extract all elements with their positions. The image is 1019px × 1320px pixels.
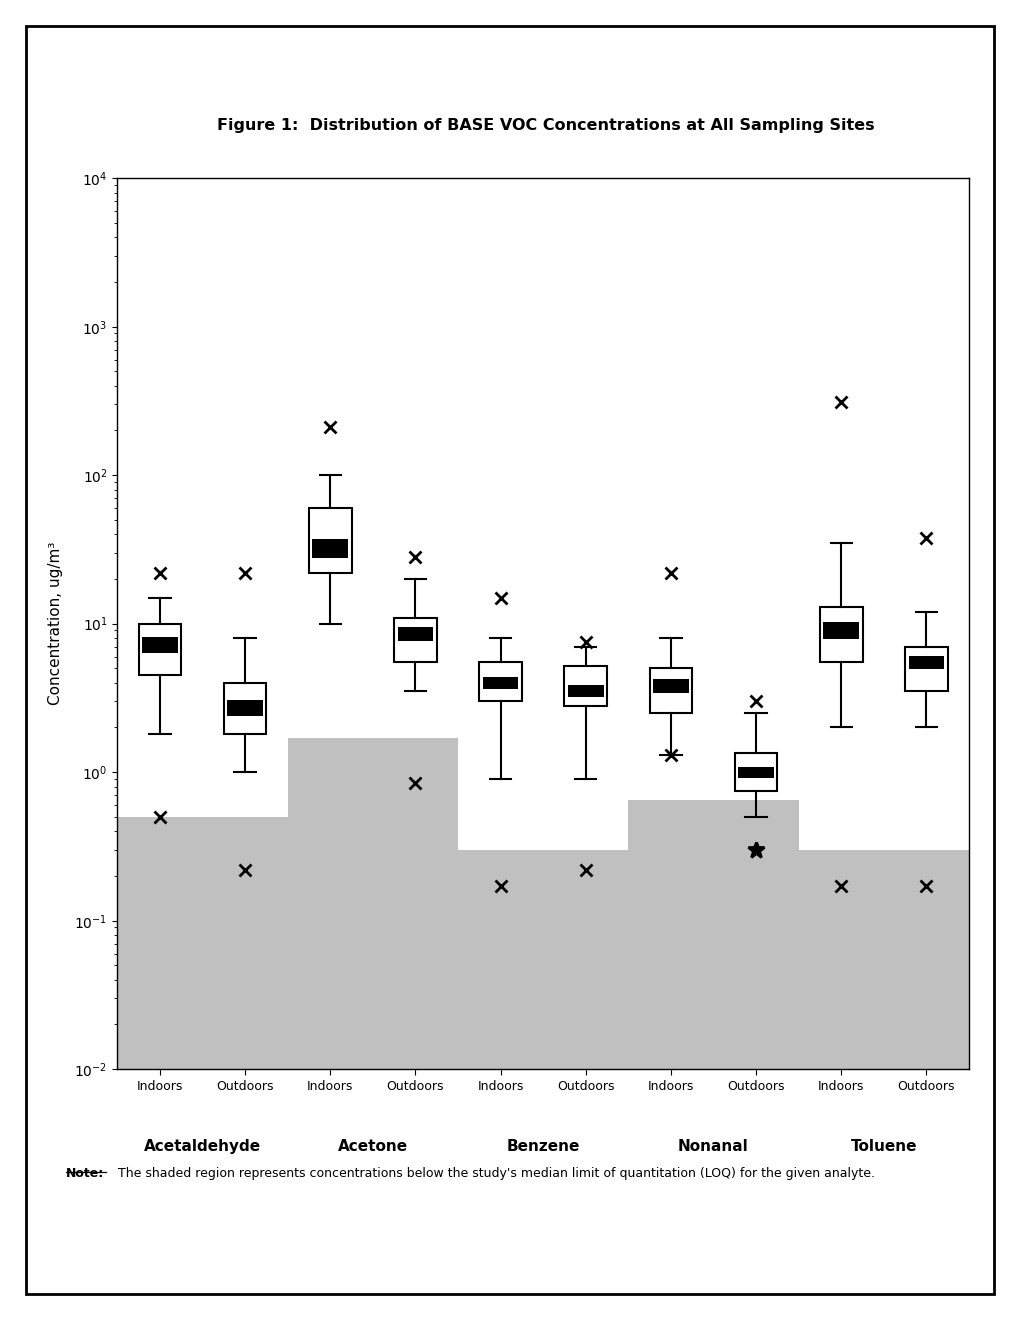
Text: Toluene: Toluene: [850, 1139, 916, 1154]
Bar: [568, 685, 603, 697]
Bar: [564, 665, 606, 706]
Bar: [822, 622, 858, 639]
Bar: [397, 627, 433, 642]
Bar: [223, 682, 266, 734]
Bar: [649, 668, 692, 713]
Bar: [142, 638, 177, 652]
Text: The shaded region represents concentrations below the study's median limit of qu: The shaded region represents concentrati…: [110, 1167, 874, 1180]
Text: Note:: Note:: [66, 1167, 105, 1180]
Bar: [227, 701, 263, 715]
Bar: [738, 767, 773, 777]
Bar: [139, 624, 181, 676]
Bar: [652, 680, 688, 693]
Bar: [309, 508, 352, 573]
Bar: [904, 647, 947, 692]
Bar: [479, 663, 522, 701]
Bar: [393, 618, 436, 663]
Y-axis label: Concentration, ug/m³: Concentration, ug/m³: [48, 543, 63, 705]
Text: Benzene: Benzene: [506, 1139, 579, 1154]
Text: Nonanal: Nonanal: [678, 1139, 748, 1154]
Bar: [482, 677, 518, 689]
Bar: [734, 752, 776, 791]
FancyBboxPatch shape: [25, 26, 994, 1294]
Bar: [819, 607, 862, 663]
Bar: [312, 539, 347, 558]
Text: Figure 1:  Distribution of BASE VOC Concentrations at All Sampling Sites: Figure 1: Distribution of BASE VOC Conce…: [217, 117, 873, 133]
Text: Acetaldehyde: Acetaldehyde: [144, 1139, 261, 1154]
Bar: [908, 656, 944, 669]
Text: Acetone: Acetone: [337, 1139, 408, 1154]
